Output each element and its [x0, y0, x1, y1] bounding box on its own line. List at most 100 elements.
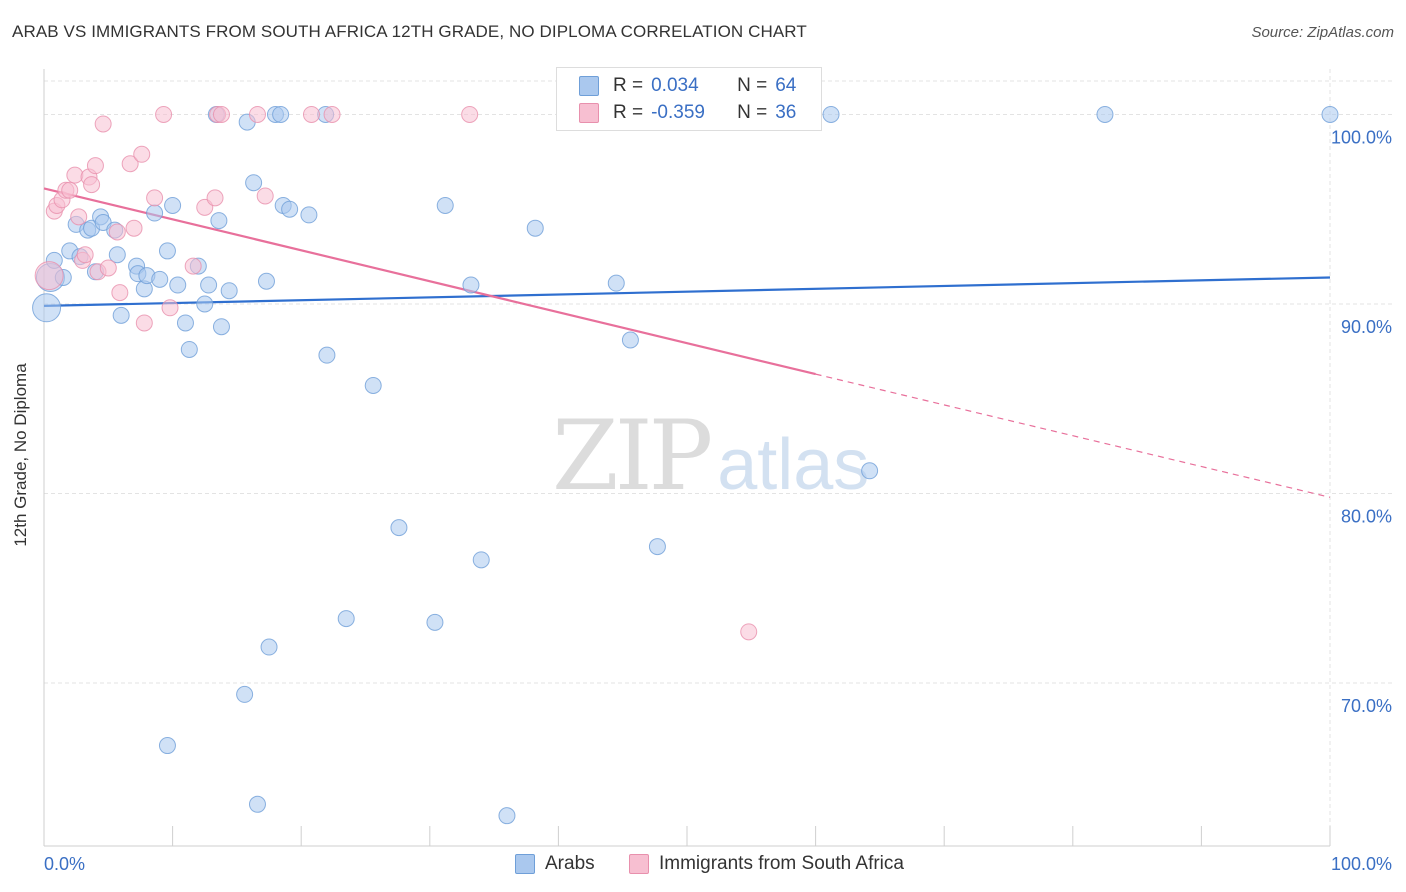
point-south-africa: [323, 105, 341, 123]
point-arabs: [169, 276, 187, 294]
point-south-africa: [212, 105, 230, 123]
data-points: [32, 105, 1339, 825]
point-arabs: [260, 638, 278, 656]
point-arabs: [318, 346, 336, 364]
trend-line-solid: [43, 276, 1331, 307]
legend-row-south-africa: R = -0.359 N = 36: [579, 101, 796, 125]
legend-n-value: 36: [775, 102, 797, 123]
point-arabs: [462, 276, 480, 294]
point-south-africa: [83, 176, 101, 194]
point-south-africa: [76, 246, 94, 264]
point-south-africa: [86, 157, 104, 175]
legend-r-value: 0.034: [651, 75, 699, 96]
y-tick-label: 80.0%: [1341, 507, 1392, 527]
point-south-africa: [61, 181, 79, 199]
trend-line-dashed: [815, 373, 1331, 498]
point-arabs: [337, 610, 355, 628]
point-arabs: [621, 331, 639, 349]
point-south-africa: [461, 105, 479, 123]
point-arabs: [200, 276, 218, 294]
point-arabs: [648, 538, 666, 556]
point-arabs: [158, 242, 176, 260]
point-arabs: [220, 282, 238, 300]
point-south-africa: [248, 105, 266, 123]
point-arabs: [180, 340, 198, 358]
chart-title: ARAB VS IMMIGRANTS FROM SOUTH AFRICA 12T…: [12, 22, 807, 41]
point-south-africa: [161, 299, 179, 317]
point-south-africa: [146, 189, 164, 207]
point-arabs: [281, 200, 299, 218]
legend-n-value: 64: [775, 75, 797, 96]
point-arabs: [212, 318, 230, 336]
point-arabs: [176, 314, 194, 332]
point-arabs: [861, 462, 879, 480]
point-south-africa: [108, 223, 126, 241]
y-tick-label: 90.0%: [1341, 317, 1392, 337]
point-arabs: [526, 219, 544, 237]
point-arabs: [210, 212, 228, 230]
tick-labels: 70.0% 80.0% 90.0% 100.0% 0.0% 100.0%: [44, 127, 1392, 874]
legend-n-label: N =: [737, 102, 768, 123]
point-arabs: [364, 376, 382, 394]
point-arabs: [32, 293, 62, 323]
point-arabs: [1096, 105, 1114, 123]
bottom-legend-label-arabs: Arabs: [545, 853, 595, 874]
point-arabs: [158, 737, 176, 755]
trend-lines: [43, 187, 1331, 498]
point-arabs: [1321, 105, 1339, 123]
point-arabs: [108, 246, 126, 264]
legend-r-label: R =: [613, 75, 644, 96]
point-south-africa: [206, 189, 224, 207]
legend-swatch-arabs: [579, 76, 599, 96]
point-arabs: [248, 795, 266, 813]
point-arabs: [390, 519, 408, 537]
point-south-africa: [94, 115, 112, 133]
source-label: Source: ZipAtlas.com: [1251, 24, 1394, 41]
point-south-africa: [34, 261, 64, 291]
point-south-africa: [66, 166, 84, 184]
point-arabs: [822, 105, 840, 123]
legend-r-label: R =: [613, 102, 644, 123]
point-arabs: [607, 274, 625, 292]
bottom-legend-swatch-south-africa: [629, 854, 649, 874]
point-south-africa: [256, 187, 274, 205]
point-arabs: [245, 174, 263, 192]
stats-legend: R = 0.034 N = 64 R = -0.359 N = 36: [556, 67, 822, 131]
x-tick-label: 0.0%: [44, 854, 85, 874]
legend-swatch-south-africa: [579, 103, 599, 123]
point-arabs: [272, 105, 290, 123]
point-south-africa: [184, 257, 202, 275]
point-south-africa: [133, 145, 151, 163]
point-arabs: [236, 685, 254, 703]
point-arabs: [436, 196, 454, 214]
bottom-legend-arabs[interactable]: Arabs: [515, 852, 595, 876]
point-south-africa: [111, 284, 129, 302]
y-axis-label: 12th Grade, No Diploma: [11, 363, 30, 547]
point-south-africa: [125, 219, 143, 237]
bottom-legend-swatch-arabs: [515, 854, 535, 874]
point-arabs: [498, 807, 516, 825]
watermark-atlas: atlas: [717, 425, 870, 505]
point-south-africa: [99, 259, 117, 277]
y-tick-label: 100.0%: [1331, 127, 1392, 147]
point-arabs: [112, 306, 130, 324]
point-south-africa: [740, 623, 758, 641]
point-arabs: [196, 295, 214, 313]
point-arabs: [151, 270, 169, 288]
bottom-legend-label-south-africa: Immigrants from South Africa: [659, 853, 904, 874]
point-arabs: [164, 196, 182, 214]
point-south-africa: [155, 105, 173, 123]
point-south-africa: [121, 155, 139, 173]
point-arabs: [472, 551, 490, 569]
point-arabs: [257, 272, 275, 290]
legend-row-arabs: R = 0.034 N = 64: [579, 74, 796, 98]
point-arabs: [426, 613, 444, 631]
point-south-africa: [70, 208, 88, 226]
point-arabs: [146, 204, 164, 222]
bottom-legend-south-africa[interactable]: Immigrants from South Africa: [629, 852, 904, 876]
y-tick-label: 70.0%: [1341, 696, 1392, 716]
point-arabs: [300, 206, 318, 224]
trend-line-solid: [43, 187, 816, 376]
legend-r-value: -0.359: [651, 102, 705, 123]
